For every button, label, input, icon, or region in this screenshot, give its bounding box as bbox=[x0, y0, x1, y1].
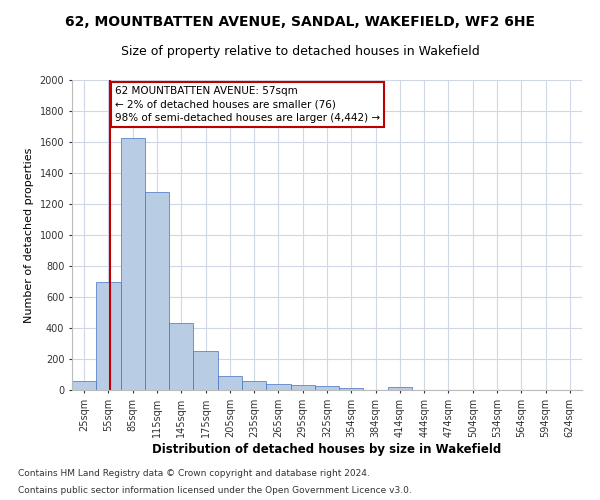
Bar bbox=[339, 388, 364, 390]
Bar bbox=[315, 386, 339, 390]
Bar bbox=[266, 384, 290, 390]
Bar bbox=[242, 382, 266, 390]
Bar bbox=[145, 192, 169, 390]
Text: 62, MOUNTBATTEN AVENUE, SANDAL, WAKEFIELD, WF2 6HE: 62, MOUNTBATTEN AVENUE, SANDAL, WAKEFIEL… bbox=[65, 15, 535, 29]
Bar bbox=[218, 376, 242, 390]
Y-axis label: Number of detached properties: Number of detached properties bbox=[24, 148, 34, 322]
Text: 62 MOUNTBATTEN AVENUE: 57sqm
← 2% of detached houses are smaller (76)
98% of sem: 62 MOUNTBATTEN AVENUE: 57sqm ← 2% of det… bbox=[115, 86, 380, 122]
Bar bbox=[72, 380, 96, 390]
Bar bbox=[388, 387, 412, 390]
Text: Contains HM Land Registry data © Crown copyright and database right 2024.: Contains HM Land Registry data © Crown c… bbox=[18, 468, 370, 477]
Bar bbox=[121, 138, 145, 390]
Bar bbox=[193, 351, 218, 390]
X-axis label: Distribution of detached houses by size in Wakefield: Distribution of detached houses by size … bbox=[152, 442, 502, 456]
Bar bbox=[290, 386, 315, 390]
Text: Size of property relative to detached houses in Wakefield: Size of property relative to detached ho… bbox=[121, 45, 479, 58]
Bar bbox=[169, 322, 193, 390]
Bar bbox=[96, 282, 121, 390]
Text: Contains public sector information licensed under the Open Government Licence v3: Contains public sector information licen… bbox=[18, 486, 412, 495]
